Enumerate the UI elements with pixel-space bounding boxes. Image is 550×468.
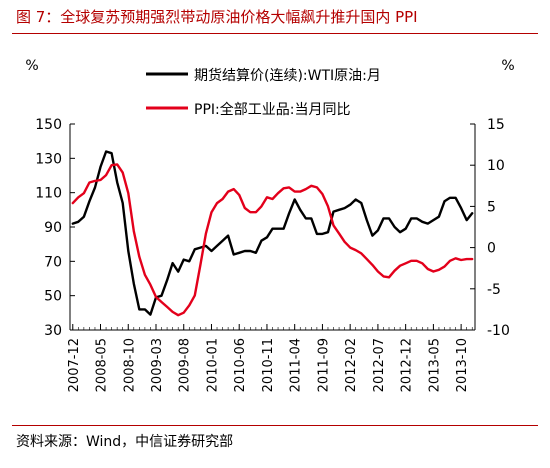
right-tick-label: -5: [487, 282, 501, 298]
right-tick-label: -10: [487, 323, 510, 339]
x-tick-label: 2010-01: [205, 338, 220, 392]
title-rule: [12, 33, 538, 34]
left-tick-label: 110: [35, 186, 62, 202]
series-line-wti: [71, 150, 474, 316]
left-axis-unit: %: [25, 58, 38, 74]
x-tick-label: 2012-02: [344, 338, 359, 392]
left-tick-label: 150: [35, 117, 62, 133]
right-tick-label: 10: [487, 158, 505, 174]
legend-label-ppi: PPI:全部工业品:当月同比: [194, 101, 350, 118]
x-tick-label: 2013-05: [427, 338, 442, 392]
x-tick-label: 2008-05: [95, 338, 110, 392]
series-line-ppi: [71, 163, 474, 317]
x-tick-label: 2013-10: [455, 338, 470, 392]
x-tick-label: 2010-06: [233, 338, 248, 392]
right-tick-label: 15: [487, 117, 505, 133]
footer-rule: [12, 425, 538, 426]
right-tick-label: 0: [487, 241, 496, 257]
left-tick-label: 90: [44, 220, 62, 236]
x-tick-label: 2008-10: [122, 338, 137, 392]
x-tick-label: 2011-09: [316, 338, 331, 392]
x-tick-label: 2012-12: [400, 338, 415, 392]
x-tick-label: 2011-04: [289, 338, 304, 392]
left-tick-label: 70: [44, 254, 62, 270]
left-tick-label: 50: [44, 289, 62, 305]
right-axis-unit: %: [501, 58, 514, 74]
x-tick-label: 2007-12: [67, 338, 82, 392]
x-tick-label: 2012-07: [372, 338, 387, 392]
left-tick-label: 130: [35, 151, 62, 167]
legend: 期货结算价(连续):WTI原油:月 PPI:全部工业品:当月同比: [146, 67, 381, 118]
x-tick-label: 2009-08: [178, 338, 193, 392]
source-note: 资料来源：Wind，中信证券研究部: [16, 434, 234, 450]
legend-label-wti: 期货结算价(连续):WTI原油:月: [194, 67, 381, 84]
left-tick-label: 30: [44, 323, 62, 339]
chart-title: 图 7：全球复苏预期强烈带动原油价格大幅飙升推升国内 PPI: [16, 8, 418, 26]
x-tick-label: 2009-03: [150, 338, 165, 392]
x-tick-label: 2010-11: [261, 338, 276, 392]
right-tick-label: 5: [487, 199, 496, 215]
series-layer: [71, 150, 474, 317]
